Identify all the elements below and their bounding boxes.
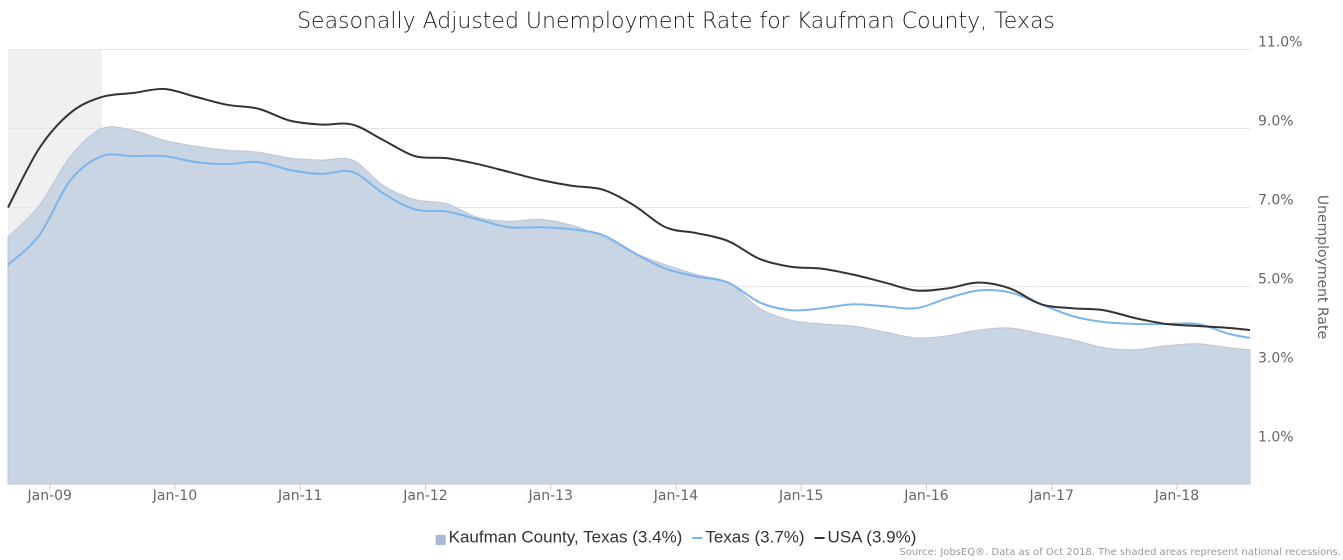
x-tick-label: Jan-10 xyxy=(152,488,197,504)
area xyxy=(7,126,1251,485)
x-tick-label: Jan-18 xyxy=(1154,488,1199,504)
line xyxy=(7,153,1251,339)
y-tick-label: 1.0% xyxy=(1258,430,1294,446)
y-tick-label: 9.0% xyxy=(1258,114,1294,130)
legend-label: Texas (3.7%) xyxy=(705,527,804,546)
x-tick-label: Jan-15 xyxy=(778,488,823,504)
x-tick-label: Jan-13 xyxy=(527,488,572,504)
x-tick-label: Jan-09 xyxy=(27,488,72,504)
x-tick-label: Jan-14 xyxy=(653,488,699,504)
source-note: Source: JobsEQ®. Data as of Oct 2018. Th… xyxy=(899,547,1341,558)
legend-swatch xyxy=(435,535,446,545)
legend: Kaufman County, Texas (3.4%) Texas (3.7%)… xyxy=(435,527,917,546)
x-tick-label: Jan-16 xyxy=(903,488,949,504)
legend-label: Kaufman County, Texas (3.4%) xyxy=(449,527,683,546)
x-tick-label: Jan-17 xyxy=(1028,488,1073,504)
line xyxy=(7,87,1251,331)
x-tick-label: Jan-12 xyxy=(402,488,447,504)
y-tick-label: 11.0% xyxy=(1258,35,1302,51)
legend-label: USA (3.9%) xyxy=(828,527,917,546)
y-tick-label: 5.0% xyxy=(1258,272,1294,288)
y-tick-label: 3.0% xyxy=(1258,351,1294,367)
chart-title: Seasonally Adjusted Unemployment Rate fo… xyxy=(297,9,1055,34)
x-tick-label: Jan-11 xyxy=(277,488,322,504)
y-tick-label: 7.0% xyxy=(1258,193,1294,209)
y-axis-label: Unemployment Rate xyxy=(1314,195,1330,339)
